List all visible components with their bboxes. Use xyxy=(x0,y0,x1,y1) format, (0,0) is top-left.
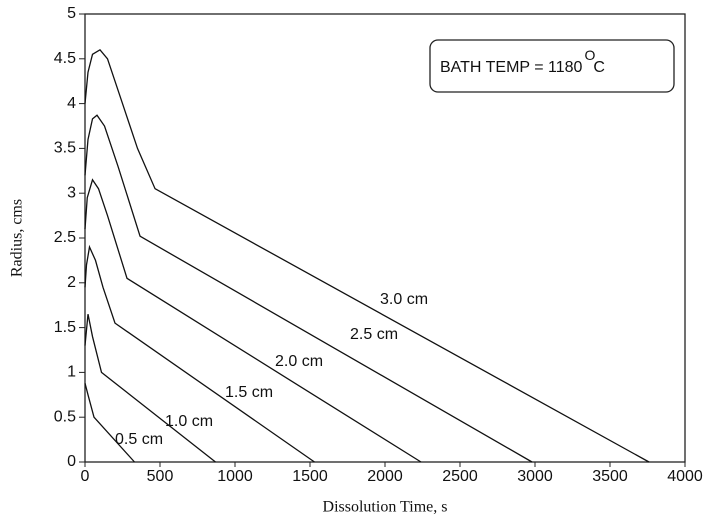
y-tick-label: 4 xyxy=(67,95,76,112)
annotation-box xyxy=(429,39,675,93)
x-tick-label: 500 xyxy=(147,468,174,485)
x-tick-label: 1500 xyxy=(292,468,328,485)
y-tick-label: 3.5 xyxy=(54,140,76,157)
x-tick-label: 3000 xyxy=(517,468,553,485)
series-line xyxy=(84,244,315,463)
x-tick-label: 2000 xyxy=(367,468,403,485)
y-axis-label: Radius, cms xyxy=(9,199,26,277)
x-axis-label: Dissolution Time, s xyxy=(323,499,448,516)
series-label: 2.5 cm xyxy=(350,326,398,343)
y-tick-label: 5 xyxy=(67,5,76,22)
series-label: 1.5 cm xyxy=(225,384,273,401)
y-tick-label: 3 xyxy=(67,184,76,201)
series-line xyxy=(84,48,650,463)
annotation-text: BATH TEMP = 1180 xyxy=(440,59,583,76)
series-label: 2.0 cm xyxy=(275,353,323,370)
series-label: 0.5 cm xyxy=(115,431,163,448)
x-tick-label: 1000 xyxy=(217,468,253,485)
series-line xyxy=(84,178,422,463)
y-tick-label: 4.5 xyxy=(54,50,76,67)
y-tick-label: 0 xyxy=(67,453,76,470)
series-label: 1.0 cm xyxy=(165,413,213,430)
series-line xyxy=(84,382,135,463)
y-tick-label: 0.5 xyxy=(54,408,76,425)
series-line xyxy=(84,314,216,463)
x-tick-label: 2500 xyxy=(442,468,478,485)
annotation-unit: C xyxy=(593,59,605,76)
annotation-sup: O xyxy=(584,47,595,63)
x-tick-label: 4000 xyxy=(667,468,703,485)
x-tick-label: 3500 xyxy=(592,468,628,485)
y-tick-label: 1 xyxy=(67,364,76,381)
series-line xyxy=(84,114,533,463)
y-tick-label: 1.5 xyxy=(54,319,76,336)
series-label: 3.0 cm xyxy=(380,291,428,308)
annotation: BATH TEMP = 1180O C xyxy=(440,47,605,77)
y-tick-label: 2.5 xyxy=(54,229,76,246)
x-tick-label: 0 xyxy=(81,468,90,485)
y-tick-label: 2 xyxy=(67,274,76,291)
